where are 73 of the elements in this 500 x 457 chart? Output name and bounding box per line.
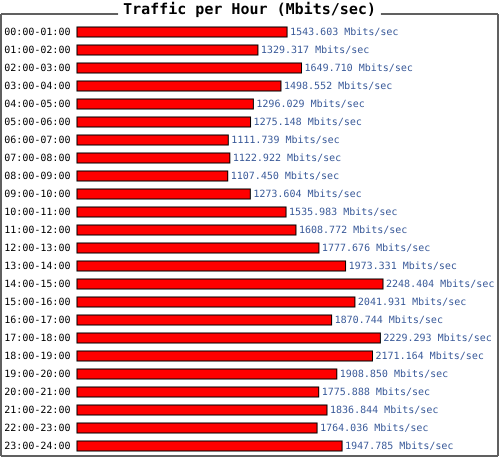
- bar: [76, 98, 254, 110]
- bar: [76, 224, 296, 236]
- data-label: 1973.331 Mbits/sec: [348, 261, 457, 272]
- y-tick-label: 22:00-23:00: [4, 423, 70, 434]
- bar: [76, 44, 258, 56]
- data-label: 1543.603 Mbits/sec: [290, 27, 398, 38]
- data-label: 2171.164 Mbits/sec: [375, 351, 484, 362]
- bar: [76, 242, 320, 254]
- y-tick-label: 04:00-05:00: [4, 99, 70, 110]
- y-tick-label: 03:00-04:00: [4, 81, 70, 92]
- y-tick-label: 09:00-10:00: [4, 189, 70, 200]
- y-tick-label: 06:00-07:00: [4, 135, 70, 146]
- y-tick-label: 08:00-09:00: [4, 171, 70, 182]
- bar: [76, 350, 373, 362]
- data-label: 1273.604 Mbits/sec: [253, 189, 362, 200]
- data-label: 2041.931 Mbits/sec: [358, 297, 466, 308]
- bar: [76, 80, 282, 92]
- data-label: 1608.772 Mbits/sec: [298, 225, 408, 236]
- bar: [76, 152, 230, 164]
- y-tick-label: 02:00-03:00: [4, 63, 70, 74]
- data-label: 1498.552 Mbits/sec: [284, 81, 392, 92]
- y-tick-label: 13:00-14:00: [4, 261, 70, 272]
- bar: [76, 206, 287, 218]
- bar: [76, 314, 332, 326]
- y-tick-label: 01:00-02:00: [4, 45, 70, 56]
- data-label: 1122.922 Mbits/sec: [232, 153, 342, 164]
- data-label: 1107.450 Mbits/sec: [230, 171, 340, 182]
- y-tick-label: 17:00-18:00: [4, 333, 70, 344]
- bar: [76, 332, 381, 344]
- bar: [76, 422, 318, 434]
- y-tick-label: 16:00-17:00: [4, 315, 70, 326]
- data-label: 1111.739 Mbits/sec: [231, 135, 340, 146]
- data-label: 1296.029 Mbits/sec: [256, 99, 365, 110]
- y-tick-label: 14:00-15:00: [4, 279, 70, 290]
- data-label: 1649.710 Mbits/sec: [304, 63, 413, 74]
- bar: [76, 386, 320, 398]
- data-label: 2229.293 Mbits/sec: [383, 333, 492, 344]
- chart-title: Traffic per Hour (Mbits/sec): [123, 0, 376, 18]
- bar: [76, 62, 302, 74]
- data-label: 1329.317 Mbits/sec: [260, 45, 370, 56]
- bar: [76, 26, 288, 38]
- bar: [76, 116, 252, 128]
- data-label: 1764.036 Mbits/sec: [320, 423, 428, 434]
- y-tick-label: 21:00-22:00: [4, 405, 70, 416]
- bar: [76, 440, 343, 452]
- y-tick-label: 07:00-08:00: [4, 153, 70, 164]
- y-tick-label: 12:00-13:00: [4, 243, 70, 254]
- y-tick-label: 20:00-21:00: [4, 387, 70, 398]
- data-label: 1535.983 Mbits/sec: [289, 207, 398, 218]
- y-tick-label: 23:00-24:00: [4, 441, 70, 452]
- data-label: 1908.850 Mbits/sec: [340, 369, 448, 380]
- y-tick-label: 05:00-06:00: [4, 117, 70, 128]
- data-label: 1775.888 Mbits/sec: [322, 387, 430, 398]
- data-label: 1777.676 Mbits/sec: [322, 243, 430, 254]
- bar: [76, 170, 228, 182]
- y-tick-label: 15:00-16:00: [4, 297, 70, 308]
- bar: [76, 278, 384, 290]
- bar: [76, 296, 356, 308]
- y-tick-label: 19:00-20:00: [4, 369, 70, 380]
- bar: [76, 188, 251, 200]
- y-tick-label: 11:00-12:00: [4, 225, 70, 236]
- data-label: 1870.744 Mbits/sec: [334, 315, 443, 326]
- bar: [76, 134, 229, 146]
- bar: [76, 260, 346, 272]
- y-tick-label: 18:00-19:00: [4, 351, 70, 362]
- data-label: 1275.148 Mbits/sec: [254, 117, 362, 128]
- y-tick-label: 10:00-11:00: [4, 207, 70, 218]
- data-label: 2248.404 Mbits/sec: [386, 279, 494, 290]
- bar: [76, 404, 328, 416]
- y-tick-label: 00:00-01:00: [4, 27, 70, 38]
- bar: [76, 368, 338, 380]
- data-label: 1836.844 Mbits/sec: [330, 405, 438, 416]
- data-label: 1947.785 Mbits/sec: [345, 441, 454, 452]
